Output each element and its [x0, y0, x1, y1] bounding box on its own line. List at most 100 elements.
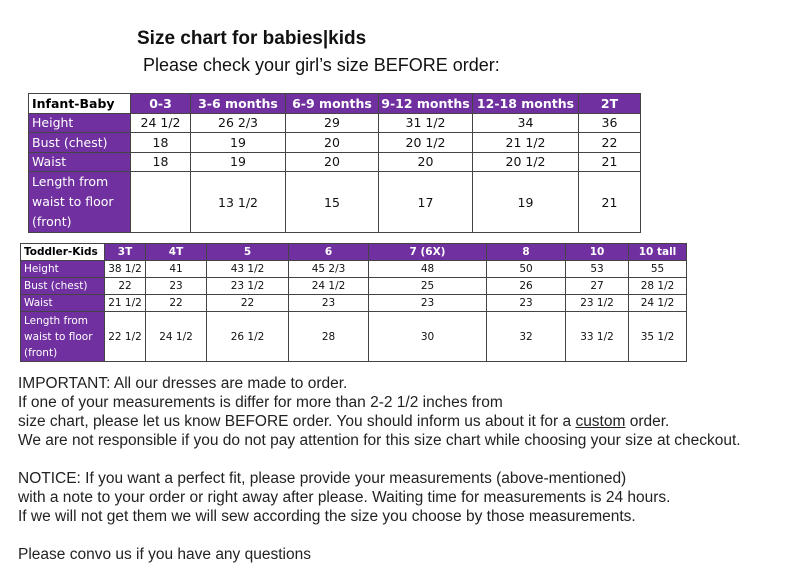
size-column-header: 6 — [288, 243, 369, 261]
table-cell: 48 — [368, 260, 487, 278]
table-cell: 45 2/3 — [288, 260, 369, 278]
table-cell: 23 — [288, 294, 369, 312]
table-cell: 36 — [578, 112, 641, 133]
table-cell: 32 — [486, 311, 566, 362]
table-cell: 18 — [130, 132, 191, 153]
infant-size-table: Infant-Baby 0-3 3-6 months 6-9 months 9-12 m… — [28, 93, 641, 233]
table-row: Waist 21 1/2 22 22 23 23 23 23 1/2 24 1/2 — [20, 294, 687, 312]
table-row: Waist 18 19 20 20 20 1/2 21 — [28, 151, 641, 172]
size-column-header: 3-6 months — [190, 93, 286, 114]
size-column-header: 4T — [145, 243, 207, 261]
table-cell: 50 — [486, 260, 566, 278]
table-cell: 43 1/2 — [206, 260, 289, 278]
table-cell: 22 — [145, 294, 207, 312]
text: size chart, please let us know BEFORE or… — [18, 413, 576, 430]
page-subtitle: Please check your girl’s size BEFORE ord… — [143, 55, 500, 75]
table-cell: 24 1/2 — [130, 112, 191, 133]
table-cell: 17 — [378, 171, 473, 233]
row-label: Height — [20, 260, 105, 278]
text: order. — [625, 413, 670, 430]
table-cell: 22 1/2 — [104, 311, 146, 362]
notes: IMPORTANT: All our dresses are made to o… — [18, 374, 741, 564]
size-column-header: 12-18 months — [472, 93, 579, 114]
row-label: Bust (chest) — [20, 277, 105, 295]
toddler-size-table: Toddler-Kids 3T 4T 5 6 7 (6X) 8 10 10 tall Height… — [20, 243, 687, 362]
table-cell: 22 — [206, 294, 289, 312]
size-column-header: 10 tall — [628, 243, 687, 261]
size-column-header: 10 — [565, 243, 629, 261]
custom-order-link[interactable]: custom — [575, 413, 626, 430]
table-cell: 23 1/2 — [206, 277, 289, 295]
table-cell: 20 — [378, 151, 473, 172]
size-column-header: 7 (6X) — [368, 243, 487, 261]
table-cell: 33 1/2 — [565, 311, 629, 362]
table-cell: 22 — [578, 132, 641, 153]
row-label: Length from waist to floor (front) — [28, 171, 131, 233]
table-cell: 24 1/2 — [145, 311, 207, 362]
page-title: Size chart for babies|kids — [137, 28, 367, 49]
important-line: IMPORTANT: All our dresses are made to o… — [18, 375, 348, 392]
table-cell: 25 — [368, 277, 487, 295]
important-line: size chart, please let us know BEFORE or… — [18, 412, 741, 431]
important-line: We are not responsible if you do not pay… — [18, 432, 741, 449]
table-cell: 19 — [190, 151, 286, 172]
table-cell: 21 1/2 — [104, 294, 146, 312]
notice-line: NOTICE: If you want a perfect fit, pleas… — [18, 470, 627, 487]
size-column-header: 3T — [104, 243, 146, 261]
table-cell: 21 — [578, 151, 641, 172]
row-label: Waist — [20, 294, 105, 312]
important-line: If one of your measurements is differ fo… — [18, 394, 503, 411]
table-cell: 55 — [628, 260, 687, 278]
size-column-header: 8 — [486, 243, 566, 261]
table-cell: 21 1/2 — [472, 132, 579, 153]
table-cell: 35 1/2 — [628, 311, 687, 362]
table-cell: 24 1/2 — [288, 277, 369, 295]
table-cell: 26 1/2 — [206, 311, 289, 362]
table-cell: 13 1/2 — [190, 171, 286, 233]
table-cell: 28 — [288, 311, 369, 362]
size-column-header: 5 — [206, 243, 289, 261]
row-label: Bust (chest) — [28, 132, 131, 153]
header-row: Infant-Baby 0-3 3-6 months 6-9 months 9-12 m… — [28, 93, 641, 114]
size-column-header: 9-12 months — [378, 93, 473, 114]
table-cell — [130, 171, 191, 233]
table-cell: 26 — [486, 277, 566, 295]
table-cell: 34 — [472, 112, 579, 133]
row-label: Length from waist to floor (front) — [20, 311, 105, 362]
table-cell: 20 1/2 — [378, 132, 473, 153]
table-cell: 21 — [578, 171, 641, 233]
size-column-header: 2T — [578, 93, 641, 114]
table-row: Length from waist to floor (front) 22 1/2… — [20, 311, 687, 362]
table-cell: 24 1/2 — [628, 294, 687, 312]
row-label: Waist — [28, 151, 131, 172]
table-cell: 27 — [565, 277, 629, 295]
table-cell: 20 1/2 — [472, 151, 579, 172]
table-cell: 23 — [145, 277, 207, 295]
table-cell: 29 — [285, 112, 379, 133]
table-cell: 26 2/3 — [190, 112, 286, 133]
table-cell: 41 — [145, 260, 207, 278]
table-cell: 53 — [565, 260, 629, 278]
notice-line: with a note to your order or right away … — [18, 489, 671, 506]
size-column-header: 6-9 months — [285, 93, 379, 114]
table-cell: 23 — [368, 294, 487, 312]
header-row: Toddler-Kids 3T 4T 5 6 7 (6X) 8 10 10 tall — [20, 243, 687, 261]
table-row: Bust (chest) 18 19 20 20 1/2 21 1/2 22 — [28, 132, 641, 153]
table-cell: 20 — [285, 132, 379, 153]
size-column-header: 0-3 — [130, 93, 191, 114]
table-cell: 38 1/2 — [104, 260, 146, 278]
row-label: Height — [28, 112, 131, 133]
notice-line: If we will not get them we will sew acco… — [18, 508, 636, 525]
table-cell: 23 1/2 — [565, 294, 629, 312]
table-row: Bust (chest) 22 23 23 1/2 24 1/2 25 26 27 28 1/2 — [20, 277, 687, 295]
table-cell: 20 — [285, 151, 379, 172]
table-cell: 23 — [486, 294, 566, 312]
table-cell: 22 — [104, 277, 146, 295]
table-corner-label: Infant-Baby — [28, 93, 131, 114]
table-row: Height 24 1/2 26 2/3 29 31 1/2 34 36 — [28, 112, 641, 133]
table-cell: 28 1/2 — [628, 277, 687, 295]
table-cell: 18 — [130, 151, 191, 172]
table-corner-label: Toddler-Kids — [20, 243, 105, 261]
table-row: Height 38 1/2 41 43 1/2 45 2/3 48 50 53 55 — [20, 260, 687, 278]
table-cell: 30 — [368, 311, 487, 362]
